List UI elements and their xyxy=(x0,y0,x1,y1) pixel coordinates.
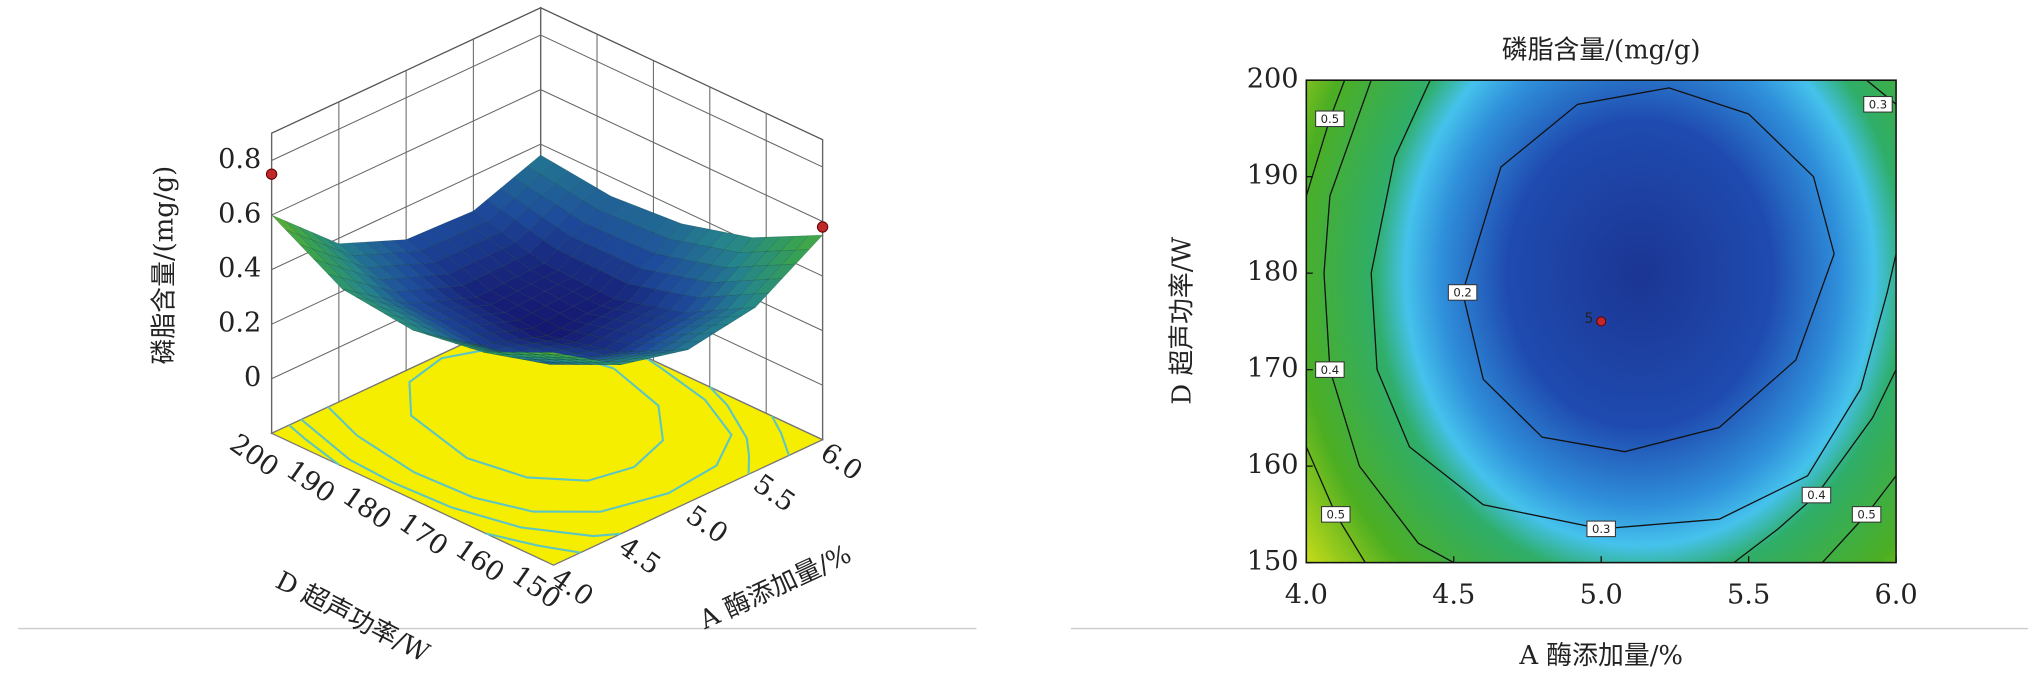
contour-label: 0.4 xyxy=(1807,488,1826,502)
x-tick-label: 5.5 xyxy=(1727,580,1770,611)
z-tick-label: 0.2 xyxy=(218,308,261,339)
y-tick-label: 150 xyxy=(1247,546,1299,577)
contour-label-box xyxy=(1321,506,1351,523)
floor xyxy=(270,307,825,566)
z-tick-label: 0.4 xyxy=(218,253,261,284)
floor-contour xyxy=(485,532,581,554)
y-tick-label: 200 xyxy=(224,428,284,483)
contour-label: 0.5 xyxy=(1321,112,1339,126)
grid-line xyxy=(271,89,823,222)
x-tick-label: 5.5 xyxy=(747,468,800,518)
contour-label: 0.5 xyxy=(1857,508,1875,522)
floor-contour xyxy=(770,415,790,456)
contour-label: 0.4 xyxy=(1321,363,1339,377)
y-axis-title: D 超声功率/W xyxy=(271,566,434,669)
x-tick-label: 5.0 xyxy=(1580,580,1623,611)
y-tick-label: 160 xyxy=(1247,450,1299,481)
z-tick-label: 0.8 xyxy=(218,144,261,175)
x-tick-label: 4.5 xyxy=(1432,580,1475,611)
contour-label-box xyxy=(1315,110,1345,128)
surface-chart: 4.04.55.05.56.015016017018019020000.20.4… xyxy=(150,6,868,669)
y-tick-label: 150 xyxy=(506,560,566,615)
y-tick-label: 170 xyxy=(1247,353,1299,384)
floor-contour xyxy=(288,424,340,466)
contour-label: 0.5 xyxy=(1327,508,1345,522)
x-tick-label: 6.0 xyxy=(815,437,868,487)
y-tick-label: 160 xyxy=(450,534,510,589)
contour-label: 0.3 xyxy=(1592,522,1610,536)
y-tick-label: 190 xyxy=(1247,160,1299,191)
x-axis-title: A 酶添加量/% xyxy=(1518,641,1683,671)
y-tick-label: 180 xyxy=(337,481,397,536)
x-tick-label: 4.5 xyxy=(613,531,666,581)
contour-label-box xyxy=(1315,361,1345,378)
z-axis-title: 磷脂含量/(mg/g) xyxy=(150,166,180,365)
floor-contour xyxy=(300,418,621,538)
contour-chart: 0.2 0.3 0.3 0.4 0.4 0.5 0.5 0.5 4.0 4.5 5.0 5.5 6.0 1… xyxy=(1167,36,1917,671)
x-axis-title: A 酶添加量/% xyxy=(694,539,856,636)
floor-contour xyxy=(709,386,751,475)
contour-label-box xyxy=(1851,506,1882,523)
z-tick-label: 0 xyxy=(244,362,261,393)
floor-contour xyxy=(327,354,733,513)
contour-line xyxy=(1370,80,1897,530)
contour-label-box xyxy=(1863,96,1893,113)
y-tick-label: 190 xyxy=(280,455,340,510)
y-tick-label: 170 xyxy=(393,507,453,562)
surface-patch xyxy=(539,352,568,356)
grid-line xyxy=(271,143,823,277)
chart-title: 磷脂含量/(mg/g) xyxy=(1502,36,1701,66)
grid-line xyxy=(271,34,823,168)
x-tick-label: 4.0 xyxy=(1285,580,1328,611)
x-tick-label: 6.0 xyxy=(1874,580,1917,611)
contour-label-box xyxy=(1801,486,1832,504)
z-tick-label: 0.6 xyxy=(218,199,261,230)
contour-label: 0.2 xyxy=(1453,286,1471,300)
contour-label-box xyxy=(1447,284,1478,301)
design-point xyxy=(265,168,278,180)
y-tick-label: 200 xyxy=(1247,64,1299,95)
design-point xyxy=(816,221,829,233)
design-point xyxy=(1596,316,1607,327)
contour-label-box xyxy=(1586,520,1616,538)
y-axis-title: D 超声功率/W xyxy=(1167,236,1197,404)
contour-label: 0.3 xyxy=(1869,97,1888,111)
x-tick-label: 5.0 xyxy=(680,500,733,550)
point-count: 5 xyxy=(1584,311,1593,327)
y-tick-label: 180 xyxy=(1247,257,1299,288)
